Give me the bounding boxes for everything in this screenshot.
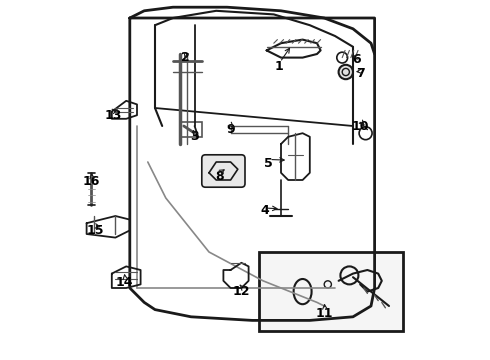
Circle shape bbox=[339, 65, 353, 79]
Text: 2: 2 bbox=[181, 51, 190, 64]
Bar bbox=[259, 252, 403, 331]
Text: 9: 9 bbox=[226, 123, 235, 136]
Text: 14: 14 bbox=[116, 276, 133, 289]
Text: 16: 16 bbox=[83, 175, 100, 188]
Text: 13: 13 bbox=[105, 109, 122, 122]
Text: 6: 6 bbox=[352, 53, 361, 66]
FancyBboxPatch shape bbox=[202, 155, 245, 187]
Bar bbox=[180, 122, 202, 137]
Text: 10: 10 bbox=[351, 120, 369, 132]
Text: 8: 8 bbox=[216, 170, 224, 183]
Text: 4: 4 bbox=[260, 204, 269, 217]
Text: 7: 7 bbox=[356, 67, 365, 80]
Text: 11: 11 bbox=[316, 307, 333, 320]
Text: 1: 1 bbox=[275, 60, 284, 73]
Text: 3: 3 bbox=[190, 130, 199, 143]
Text: 5: 5 bbox=[264, 157, 273, 170]
Text: 12: 12 bbox=[233, 285, 250, 298]
Text: 15: 15 bbox=[87, 224, 104, 237]
